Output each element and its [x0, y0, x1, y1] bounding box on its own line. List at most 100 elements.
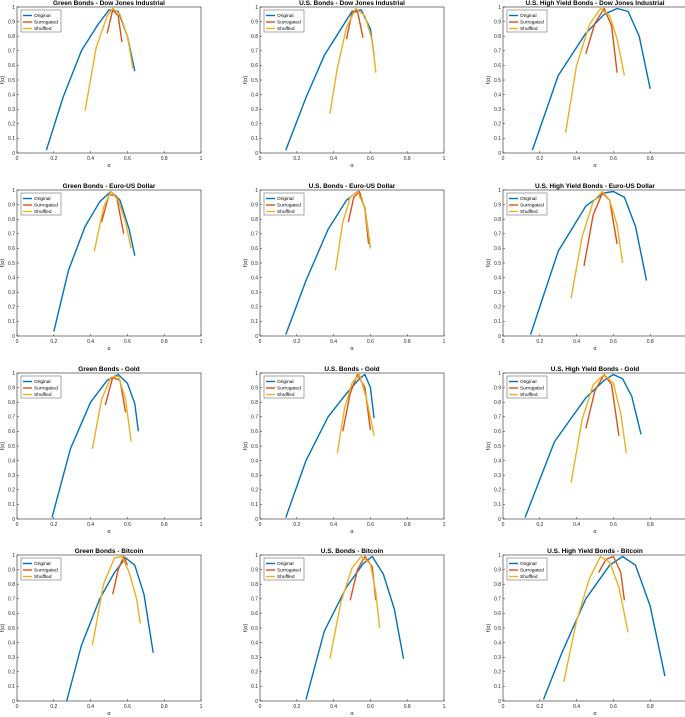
y-tick-label: 0.1: [251, 684, 258, 690]
y-tick-label: 0.1: [251, 502, 258, 508]
y-tick-label: 0.9: [8, 385, 15, 391]
chart-panel: U.S. Bonds - Bitcoin 0 0.2 0.4 0.6 0.8 1 0 0.1 0.…: [243, 548, 446, 717]
y-axis-label: f(α): [243, 259, 249, 268]
x-tick-label: 0.8: [161, 704, 168, 710]
x-tick-label: 0: [502, 522, 505, 528]
x-tick-label: 0.8: [404, 156, 411, 162]
x-tick-label: 0.2: [293, 522, 300, 528]
y-tick-label: 0.8: [251, 400, 258, 406]
legend-label: Original: [34, 379, 51, 385]
x-tick-label: 1: [443, 339, 446, 345]
x-tick-label: 1: [443, 522, 446, 528]
y-tick-label: 0.6: [8, 246, 15, 252]
y-tick-label: 0.9: [8, 202, 15, 208]
chart-title: U.S. High Yield Bonds - Dow Jones Indust…: [525, 0, 664, 7]
y-tick-label: 0.9: [251, 385, 258, 391]
y-tick-label: 1: [498, 188, 501, 194]
series-line-original: [524, 373, 642, 518]
x-tick-label: 0: [259, 339, 262, 345]
y-tick-label: 0.9: [494, 19, 501, 25]
y-tick-label: 0: [255, 151, 258, 157]
series-line-shuffled: [84, 7, 134, 111]
series-line-surrogated: [583, 192, 618, 267]
y-tick-label: 1: [255, 371, 258, 377]
x-axis-label: α: [107, 163, 111, 169]
y-tick-label: 0.4: [8, 640, 15, 646]
y-tick-label: 0.2: [494, 670, 501, 676]
y-tick-label: 0.8: [8, 400, 15, 406]
legend-label: Shuffled: [520, 574, 538, 580]
series-line-surrogated: [104, 376, 127, 413]
y-tick-label: 0.7: [251, 232, 258, 238]
x-axis-label: α: [107, 529, 111, 535]
x-tick-label: 0.4: [330, 156, 337, 162]
x-tick-label: 0.4: [87, 522, 94, 528]
y-tick-label: 0.5: [8, 444, 15, 450]
legend-label: Shuffled: [520, 209, 538, 215]
y-tick-label: 0.7: [494, 49, 501, 55]
series-line-shuffled: [570, 190, 624, 299]
y-tick-label: 0: [12, 151, 15, 157]
y-tick-label: 0.4: [251, 92, 258, 98]
x-tick-label: 0.6: [610, 522, 617, 528]
x-tick-label: 0.6: [124, 339, 131, 345]
legend-label: Surrogated: [277, 203, 301, 209]
legend-label: Original: [34, 196, 51, 202]
y-tick-label: 0.5: [251, 626, 258, 632]
y-axis-label: f(α): [0, 259, 6, 268]
x-tick-label: 1: [200, 339, 203, 345]
y-tick-label: 0.1: [8, 136, 15, 142]
y-tick-label: 0.2: [251, 305, 258, 311]
legend-label: Surrogated: [34, 203, 58, 209]
x-tick-label: 0.4: [573, 339, 580, 345]
x-tick-label: 1: [443, 156, 446, 162]
y-tick-label: 0.3: [251, 290, 258, 296]
y-tick-label: 0.6: [251, 246, 258, 252]
x-tick-label: 0: [259, 156, 262, 162]
y-axis-label: f(α): [0, 624, 6, 633]
y-tick-label: 1: [12, 371, 15, 377]
x-tick-label: 0.8: [647, 704, 654, 710]
y-tick-label: 0.8: [494, 582, 501, 588]
y-tick-label: 0.8: [251, 582, 258, 588]
series-line-shuffled: [93, 190, 132, 252]
x-tick-label: 0.2: [293, 339, 300, 345]
y-tick-label: 0.8: [251, 217, 258, 223]
y-tick-label: 0.4: [494, 92, 501, 98]
legend-label: Surrogated: [520, 20, 544, 26]
x-tick-label: 1: [443, 704, 446, 710]
legend-label: Shuffled: [34, 26, 52, 32]
y-tick-label: 0.5: [494, 261, 501, 267]
x-tick-label: 0.2: [536, 704, 543, 710]
x-tick-label: 0.8: [647, 339, 654, 345]
y-tick-label: 0.6: [494, 246, 501, 252]
y-tick-label: 0.7: [8, 232, 15, 238]
chart-title: Green Bonds - Bitcoin: [75, 548, 144, 555]
y-tick-label: 0: [12, 334, 15, 340]
chart-panel: Green Bonds - Euro-US Dollar 0 0.2 0.4 0.6 0.…: [0, 183, 203, 352]
series-line-shuffled: [329, 555, 381, 659]
series-line-shuffled: [564, 7, 626, 133]
y-tick-label: 0.9: [8, 567, 15, 573]
x-tick-label: 0: [16, 339, 19, 345]
y-tick-label: 0.8: [251, 34, 258, 40]
y-tick-label: 0.2: [494, 122, 501, 128]
y-tick-label: 0.9: [251, 19, 258, 25]
legend-label: Original: [520, 13, 537, 19]
y-tick-label: 0.8: [8, 217, 15, 223]
y-tick-label: 0.8: [8, 34, 15, 40]
x-tick-label: 1: [200, 156, 203, 162]
y-tick-label: 0.8: [494, 217, 501, 223]
x-tick-label: 0.6: [610, 339, 617, 345]
legend-label: Shuffled: [34, 209, 52, 215]
chart-panel: U.S. High Yield Bonds - Bitcoin 0 0.2 0.4 0.…: [486, 548, 685, 717]
chart-panel: U.S. Bonds - Dow Jones Industrial 0 0.2 0.4…: [243, 0, 446, 169]
y-tick-label: 0: [498, 699, 501, 705]
y-tick-label: 0.1: [494, 136, 501, 142]
series-line-shuffled: [336, 373, 375, 454]
y-tick-label: 0.2: [251, 670, 258, 676]
y-tick-label: 0.1: [8, 502, 15, 508]
y-tick-label: 0.4: [494, 458, 501, 464]
legend-label: Original: [520, 379, 537, 385]
y-axis-label: f(α): [243, 624, 249, 633]
